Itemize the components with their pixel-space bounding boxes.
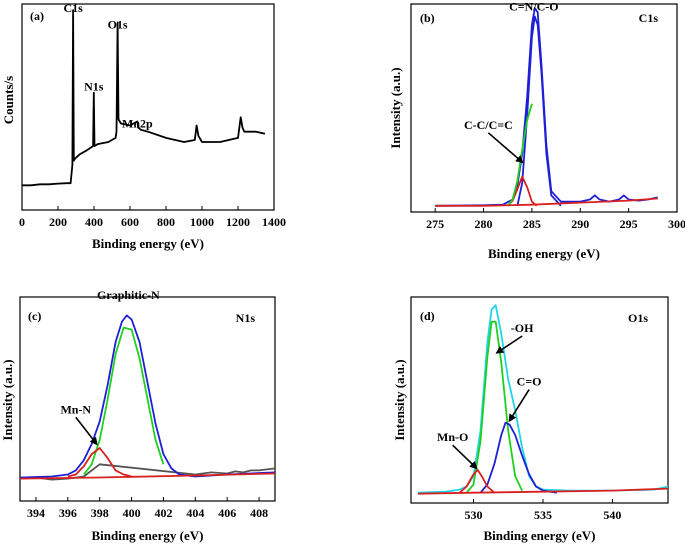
series-line-c-n-c-o — [516, 15, 562, 207]
panel-a-chart: 0 200 400 600 800 1000 1200 1400 C1s N1s O1s Mn2p (a… — [1, 1, 286, 251]
x-tick-label: 1400 — [262, 215, 286, 229]
series-line-mn-n — [67, 447, 132, 478]
x-tick-label: 530 — [465, 508, 483, 522]
series-line-mn-o — [459, 469, 495, 494]
annotation-arrow — [487, 132, 524, 164]
x-tick-label: 400 — [85, 215, 103, 229]
x-axis-title: Binding energy (eV) — [484, 528, 596, 543]
panel-c-chart: 394 396 398 400 402 404 406 408 Graphitic-N Mn-N (… — [0, 288, 276, 543]
series-line-envelope — [506, 103, 533, 207]
peak-annotation: C1s — [63, 1, 83, 15]
series-line-background — [417, 487, 669, 495]
plot-frame — [410, 3, 678, 213]
x-axis-title: Binding energy (eV) — [488, 246, 600, 261]
x-tick-label: 280 — [475, 217, 493, 231]
peak-annotation: Mn2p — [122, 117, 153, 131]
peak-annotation: N1s — [84, 80, 104, 94]
x-tick-label: 800 — [157, 215, 175, 229]
annotation-arrow — [452, 444, 478, 470]
peak-annotation: C-C/C=C — [464, 118, 513, 132]
x-tick-label: 300 — [668, 217, 685, 231]
x-tick-label: 1000 — [190, 215, 214, 229]
peak-annotation: -OH — [511, 321, 534, 335]
x-tick-label: 400 — [123, 506, 141, 520]
series-line-raw — [19, 463, 276, 481]
x-tick-label: 295 — [620, 217, 638, 231]
x-tick-label: 200 — [49, 215, 67, 229]
x-tick-label: 394 — [27, 506, 45, 520]
series-line-background — [19, 472, 276, 480]
x-tick-label: 275 — [426, 217, 444, 231]
series-line-c-o — [479, 421, 558, 494]
series-line-survey — [22, 9, 266, 187]
panel-title: C1s — [639, 11, 659, 25]
x-tick-label: 285 — [523, 217, 541, 231]
x-axis-title: Binding energy (eV) — [92, 236, 204, 251]
series-line-background — [435, 197, 658, 207]
annotation-arrow — [495, 335, 523, 354]
plot-frame — [19, 296, 276, 502]
panel-title: O1s — [628, 311, 648, 325]
series-line-graphitic-n — [83, 326, 165, 476]
annotation-arrow — [75, 416, 98, 446]
x-tick-label: 290 — [571, 217, 589, 231]
peak-annotation: C=O — [517, 375, 542, 389]
plot-frame — [410, 296, 669, 504]
panel-letter: (d) — [420, 309, 435, 323]
panel-b-chart: 275 280 285 290 295 300 C=N/C-O C-C/C=C (b) C1s Bi… — [388, 0, 685, 261]
x-tick-label: 402 — [154, 506, 172, 520]
y-axis-title: Counts/s — [1, 76, 16, 124]
x-tick-label: 408 — [250, 506, 268, 520]
peak-annotation: Mn-O — [437, 430, 468, 444]
x-tick-label: 398 — [91, 506, 109, 520]
peak-annotation: Graphitic-N — [97, 288, 160, 302]
y-axis-title: Intensity (a.u.) — [392, 359, 407, 440]
x-axis-title: Binding energy (eV) — [92, 528, 204, 543]
x-tick-label: 396 — [59, 506, 77, 520]
x-tick-label: 0 — [19, 215, 25, 229]
x-tick-label: 404 — [186, 506, 204, 520]
x-tick-label: 535 — [534, 508, 552, 522]
x-tick-label: 406 — [218, 506, 236, 520]
y-axis-title: Intensity (a.u.) — [0, 359, 15, 440]
panel-title: N1s — [236, 311, 256, 325]
plot-frame — [21, 3, 275, 211]
peak-annotation: C=N/C-O — [509, 0, 559, 13]
panel-letter: (b) — [420, 11, 435, 25]
panel-letter: (c) — [28, 309, 41, 323]
series-line-raw — [417, 304, 669, 494]
x-tick-label: 1200 — [226, 215, 250, 229]
peak-annotation: O1s — [108, 18, 128, 32]
annotation-arrow — [508, 389, 530, 423]
panel-d-chart: 530 535 540 -OH C=O Mn-O (d) O1s Binding energy … — [392, 296, 669, 543]
x-tick-label: 540 — [603, 508, 621, 522]
x-tick-label: 600 — [121, 215, 139, 229]
y-axis-title: Intensity (a.u.) — [388, 67, 403, 148]
series-line-fit — [19, 314, 276, 479]
series-line-raw — [435, 7, 658, 207]
panel-letter: (a) — [30, 9, 44, 23]
peak-annotation: Mn-N — [60, 402, 91, 416]
